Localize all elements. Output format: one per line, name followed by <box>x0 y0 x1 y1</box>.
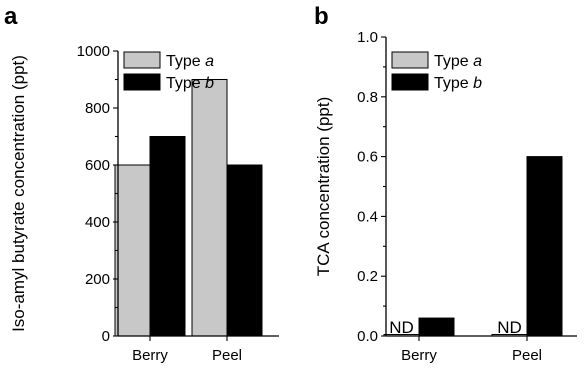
panel-a-y-tick-label: 600 <box>85 157 110 174</box>
panel-a-y-axis-title: Iso-amyl butyrate concentration (ppt) <box>9 55 28 332</box>
panel-b-y-tick-label: 1.0 <box>357 29 378 46</box>
panel-a-y-tick-label: 1000 <box>77 43 110 60</box>
panel-a-legend-swatch-0 <box>123 51 161 69</box>
panel-b-bar-type-b-peel <box>526 156 563 337</box>
panel-b-y-tick-label: 0.2 <box>357 268 378 285</box>
panel-b-y-tick-label: 0.8 <box>357 89 378 106</box>
panel-a-y-tick-label: 800 <box>85 100 110 117</box>
panel-a-x-tick-label-peel: Peel <box>212 347 242 364</box>
panel-b-legend-label-0: Type a <box>434 53 482 70</box>
panel-a-y-tick-label: 200 <box>85 271 110 288</box>
panel-a-legend-label-0: Type a <box>166 53 214 70</box>
panel-a-legend-swatch-1 <box>123 73 161 91</box>
panel-b-legend-swatch-0 <box>391 51 429 69</box>
panel-a-letter: a <box>4 3 18 30</box>
panel-a-bar-type-a-berry <box>114 164 151 337</box>
panel-b-y-axis-title: TCA concentration (ppt) <box>314 97 333 277</box>
panel-a-bar-type-a-peel <box>191 79 228 337</box>
panel-b-y-tick-label: 0.0 <box>357 328 378 345</box>
panel-b-annotation-nd-0: ND <box>389 318 414 337</box>
panel-b-bar-type-b-berry <box>418 317 455 337</box>
panel-a-legend-label-1: Type b <box>166 75 214 92</box>
panel-a-y-tick-label: 400 <box>85 214 110 231</box>
panel-a-x-tick-label-berry: Berry <box>132 347 168 364</box>
panel-b-x-tick-label-peel: Peel <box>512 347 542 364</box>
panel-b-y-tick-label: 0.4 <box>357 208 378 225</box>
panel-b-x-tick-label-berry: Berry <box>401 347 437 364</box>
panel-a-bar-type-b-peel <box>226 164 263 337</box>
panel-b-legend-label-1: Type b <box>434 75 482 92</box>
panel-b-legend-swatch-1 <box>391 73 429 91</box>
panel-b-letter: b <box>314 3 329 30</box>
panel-b-y-tick-label: 0.6 <box>357 149 378 166</box>
panel-b-annotation-nd-1: ND <box>497 318 522 337</box>
panel-a-y-tick-label: 0 <box>102 328 110 345</box>
panel-a-bar-type-b-berry <box>149 136 186 337</box>
